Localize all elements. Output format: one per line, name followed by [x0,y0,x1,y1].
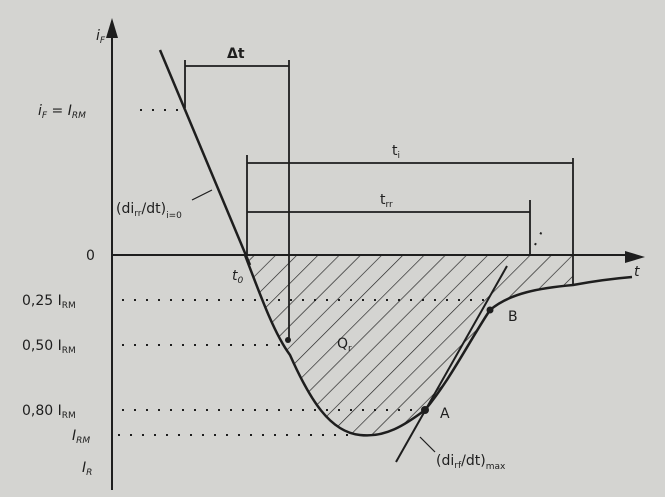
tick-irm: IRM [72,428,90,446]
max-slope-tangent [395,265,508,463]
trr-label: trr [380,192,393,210]
initial-slope-leader [191,189,213,201]
ti-label: ti [392,143,400,161]
t0-label: t0 [232,268,244,286]
trr-dimension [247,200,531,255]
max-slope-label: (dirf/dt)max [436,453,506,472]
tick-050: 0,50 IRM [22,338,76,356]
half-irm-marker [285,337,291,343]
point-b-label: B [508,309,518,325]
x-axis-arrow-icon [625,251,645,263]
tick-ifrm: iF = IRM [38,103,86,121]
y-axis-label: iF [96,28,106,46]
charge-label: Qr [337,336,352,354]
tick-ir: IR [82,460,92,478]
initial-slope-line [158,49,252,266]
point-b-marker [486,306,494,314]
point-a-label: A [440,406,450,422]
tick-zero: 0 [86,248,95,264]
ti-dimension [246,155,574,285]
point-a-marker [421,406,429,414]
tick-080: 0,80 IRM [22,403,76,421]
delta-t-dimension [184,60,290,342]
y-axis-arrow-icon [106,18,118,38]
x-axis-label: t [634,264,640,280]
delta-t-label: Δt [227,46,245,62]
initial-slope-label: (dirr/dt)i=0 [116,201,182,221]
tick-025: 0,25 IRM [22,293,76,311]
recovery-charge-area [245,255,573,436]
dotted-guides [118,109,546,436]
max-slope-leader [419,436,436,453]
